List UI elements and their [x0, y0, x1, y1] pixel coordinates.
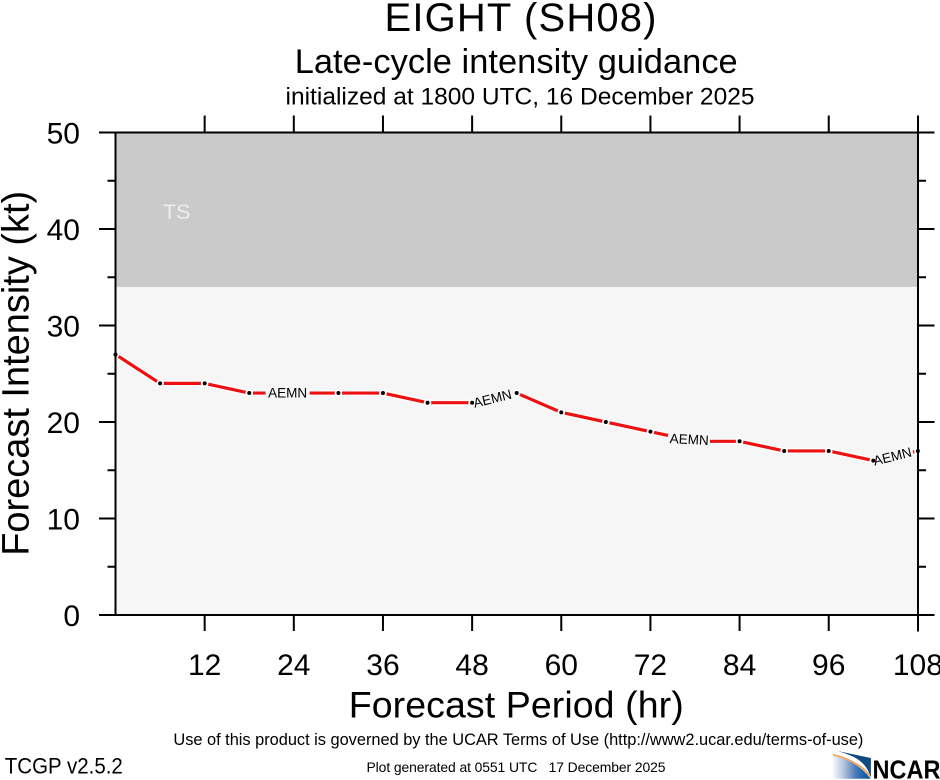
svg-text:TCGP v2.5.2: TCGP v2.5.2 — [5, 754, 123, 779]
svg-text:Plot generated at 0551 UTC 1: Plot generated at 0551 UTC 17 December 2… — [367, 759, 666, 775]
svg-text:50: 50 — [47, 118, 80, 151]
svg-text:36: 36 — [366, 649, 399, 682]
svg-text:24: 24 — [277, 649, 310, 682]
svg-text:72: 72 — [634, 649, 667, 682]
svg-text:10: 10 — [47, 504, 80, 537]
svg-text:TS: TS — [163, 200, 190, 224]
svg-text:96: 96 — [812, 649, 845, 682]
svg-text:60: 60 — [545, 649, 578, 682]
svg-text:AEMN: AEMN — [268, 385, 307, 400]
svg-text:20: 20 — [47, 407, 80, 440]
svg-text:84: 84 — [723, 649, 756, 682]
svg-text:AEMN: AEMN — [669, 431, 709, 448]
svg-text:0: 0 — [63, 600, 80, 633]
svg-text:30: 30 — [47, 311, 80, 344]
svg-text:NCAR: NCAR — [873, 754, 940, 780]
svg-text:108: 108 — [893, 649, 940, 682]
svg-text:Forecast Period (hr): Forecast Period (hr) — [349, 684, 684, 726]
svg-text:Use of this product is governe: Use of this product is governed by the U… — [173, 731, 863, 749]
svg-text:12: 12 — [188, 649, 221, 682]
svg-text:initialized at 1800 UTC, 16 De: initialized at 1800 UTC, 16 December 202… — [286, 84, 755, 111]
svg-text:48: 48 — [455, 649, 488, 682]
svg-text:Forecast Intensity (kt): Forecast Intensity (kt) — [0, 191, 38, 556]
svg-text:Late-cycle intensity guidance: Late-cycle intensity guidance — [295, 43, 738, 81]
svg-text:EIGHT (SH08): EIGHT (SH08) — [385, 0, 657, 40]
svg-text:40: 40 — [47, 214, 80, 247]
